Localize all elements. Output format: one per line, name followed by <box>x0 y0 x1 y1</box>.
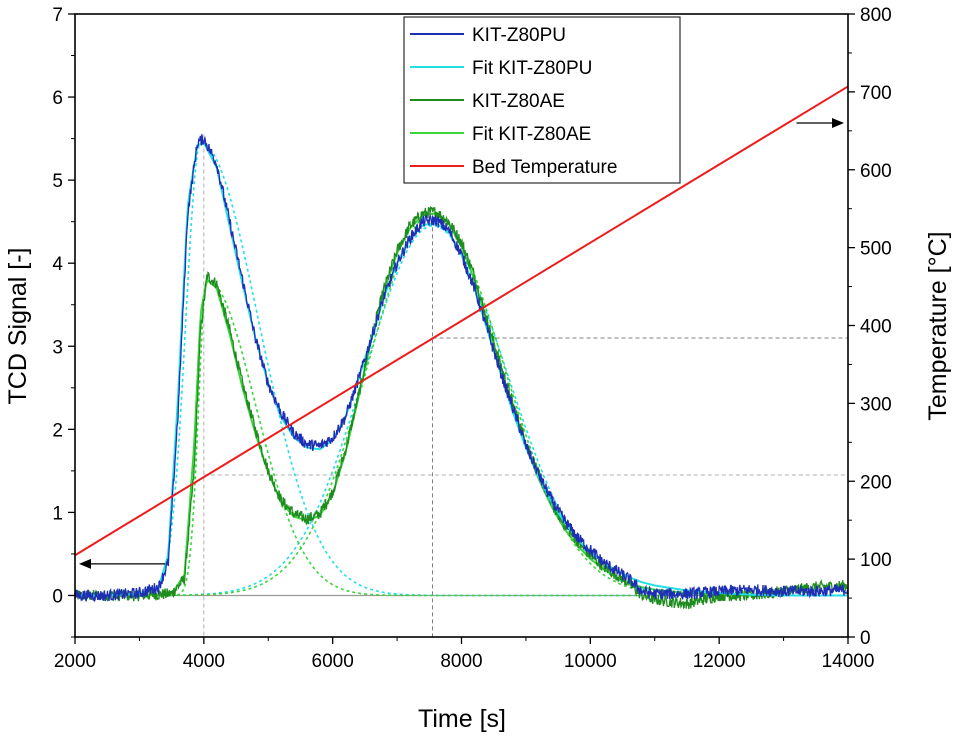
legend-item: Fit KIT-Z80AE <box>410 124 591 145</box>
fit-component-curve-3 <box>75 278 848 597</box>
x-tick-label: 14000 <box>822 651 875 672</box>
y2-tick-label: 500 <box>860 239 892 260</box>
legend-label-kit-z80ae: KIT-Z80AE <box>472 91 565 112</box>
x-tick-label: 8000 <box>440 651 482 672</box>
arrow-right-head <box>832 118 844 129</box>
fit-component-curves <box>75 141 848 597</box>
x-axis-title: Time [s] <box>418 705 506 733</box>
legend-item: Bed Temperature <box>410 157 617 178</box>
y-tick-label: 3 <box>52 337 63 358</box>
fit-component-curve-2 <box>75 224 848 597</box>
x-tick-label: 6000 <box>312 651 354 672</box>
series-lines <box>74 85 849 610</box>
tick-labels: 2000 4000 6000 8000 10000 12000 14000012345670… <box>52 5 891 672</box>
legend-item: Fit KIT-Z80PU <box>410 58 592 79</box>
y-tick-label: 5 <box>52 171 63 192</box>
x-tick-label: 2000 <box>54 651 96 672</box>
y2-tick-label: 0 <box>860 628 871 649</box>
y2-axis-title: Temperature [°C] <box>924 231 952 420</box>
y2-tick-label: 800 <box>860 5 892 26</box>
y2-tick-label: 600 <box>860 161 892 182</box>
y-tick-label: 0 <box>52 586 63 607</box>
y-tick-label: 7 <box>52 5 63 26</box>
series-line-kit-z80pu <box>74 134 849 603</box>
y-tick-label: 1 <box>52 503 63 524</box>
arrow-left-head <box>79 558 91 569</box>
reference-lines <box>75 134 848 637</box>
legend-label-fit-kit-z80ae: Fit KIT-Z80AE <box>472 124 591 145</box>
legend-item: KIT-Z80PU <box>410 25 566 46</box>
fit-component-curve-1 <box>75 141 848 597</box>
y2-tick-label: 200 <box>860 472 892 493</box>
legend-item: KIT-Z80AE <box>410 91 565 112</box>
series-line-kit-z80ae <box>74 205 849 610</box>
series-line-bed-temperature <box>74 85 849 557</box>
y2-tick-label: 100 <box>860 550 892 571</box>
axis-arrows <box>79 118 844 569</box>
y-tick-label: 6 <box>52 88 63 109</box>
x-tick-label: 4000 <box>183 651 225 672</box>
axes <box>68 13 855 644</box>
x-tick-label: 12000 <box>693 651 746 672</box>
series-line-fit-kit-z80pu <box>75 141 848 597</box>
y2-tick-label: 400 <box>860 317 892 338</box>
legend: KIT-Z80PU Fit KIT-Z80PU KIT-Z80AE Fit KI… <box>403 16 681 184</box>
legend-label-bed-temperature: Bed Temperature <box>472 157 617 178</box>
y-tick-label: 2 <box>52 420 63 441</box>
y-tick-label: 4 <box>52 254 63 275</box>
legend-label-fit-kit-z80pu: Fit KIT-Z80PU <box>472 58 592 79</box>
y2-tick-label: 700 <box>860 83 892 104</box>
x-tick-label: 10000 <box>564 651 617 672</box>
y2-tick-label: 300 <box>860 394 892 415</box>
y-axis-title: TCD Signal [-] <box>4 248 32 405</box>
legend-label-kit-z80pu: KIT-Z80PU <box>472 25 566 46</box>
